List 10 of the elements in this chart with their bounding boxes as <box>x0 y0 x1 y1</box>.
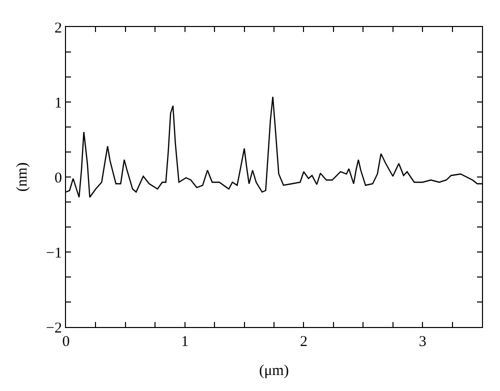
x-axis-title: (μm) <box>259 363 289 379</box>
y-tick-label: 2 <box>54 20 62 36</box>
y-tick-label: −1 <box>46 245 62 262</box>
y-tick-label: 1 <box>54 95 62 112</box>
y-tick-label: −2 <box>46 320 62 336</box>
x-tick-label: 2 <box>300 334 308 350</box>
x-tick-label: 3 <box>418 334 426 350</box>
y-axis-title: (nm) <box>14 162 30 192</box>
y-tick-label: 0 <box>54 170 62 186</box>
x-tick-label: 1 <box>181 334 189 350</box>
